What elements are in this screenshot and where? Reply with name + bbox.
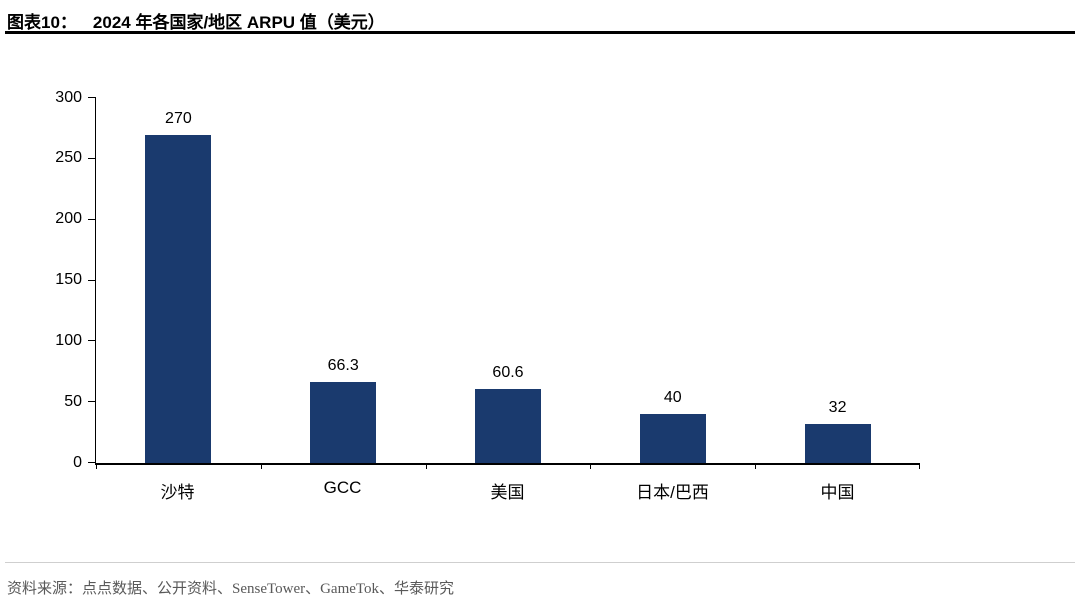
y-axis-tick: 0 [73,454,96,470]
x-axis-tick [96,463,97,469]
y-axis-tick: 250 [55,150,96,166]
y-axis-tick: 200 [55,211,96,227]
x-axis-tick [755,463,757,469]
figure-header: 图表10： 2024 年各国家/地区 ARPU 值（美元） [7,8,385,33]
y-tick-mark [88,279,96,281]
y-axis-tick: 300 [55,89,96,105]
bar-group: 270 [96,98,261,463]
y-tick-mark [88,157,96,159]
x-axis-tick [425,463,427,469]
plot-area: 270 66.3 60.6 40 32 0 50 100 150 200 250 300 [55,89,920,470]
y-axis-tick: 150 [55,272,96,288]
bar-group: 32 [755,98,920,463]
bar [804,424,871,463]
y-tick-mark [88,340,96,342]
bar-group: 66.3 [261,98,426,463]
x-axis-tick [260,463,262,469]
x-axis-label: 日本/巴西 [636,483,709,502]
bar-value-label: 270 [165,109,192,127]
bar-value-label: 32 [828,399,847,417]
x-axis-label: 中国 [820,483,855,502]
bar [145,134,212,463]
y-tick-label: 300 [55,88,82,106]
y-tick-mark [88,401,96,403]
bar-group: 40 [590,98,755,463]
x-axis-label: 沙特 [160,483,195,502]
bar-value-label: 60.6 [492,364,524,382]
bar-group: 60.6 [426,98,591,463]
x-axis-label: GCC [323,478,362,497]
y-tick-mark [88,97,96,98]
y-tick-label: 0 [73,453,82,471]
bar-value-label: 40 [663,389,682,407]
figure-label: 图表10： [7,13,77,32]
y-tick-label: 100 [55,331,82,349]
x-axis-labels: 沙特 GCC 美国 日本/巴西 中国 [95,478,920,503]
y-tick-mark [88,462,96,463]
y-tick-mark [88,218,96,220]
y-tick-label: 50 [64,392,82,410]
x-axis-tick [919,463,920,469]
bar-value-label: 66.3 [327,357,359,375]
y-axis-tick: 100 [55,332,96,348]
bar [474,389,541,463]
figure-title: 2024 年各国家/地区 ARPU 值（美元） [92,13,385,32]
footer-rule [5,562,1075,563]
bar [639,414,706,463]
bar [310,382,377,463]
bar-chart: 270 66.3 60.6 40 32 0 50 100 150 200 250 300 沙特 GCC 美… [55,89,920,502]
y-tick-label: 250 [55,149,82,167]
y-tick-label: 200 [55,210,82,228]
x-axis-label: 美国 [490,483,525,502]
x-axis-tick [590,463,592,469]
y-tick-label: 150 [55,271,82,288]
source-note: 资料来源：点点数据、公开资料、SenseTower、GameTok、华泰研究 [7,581,455,597]
title-rule [5,31,1075,34]
y-axis-tick: 50 [64,393,96,409]
